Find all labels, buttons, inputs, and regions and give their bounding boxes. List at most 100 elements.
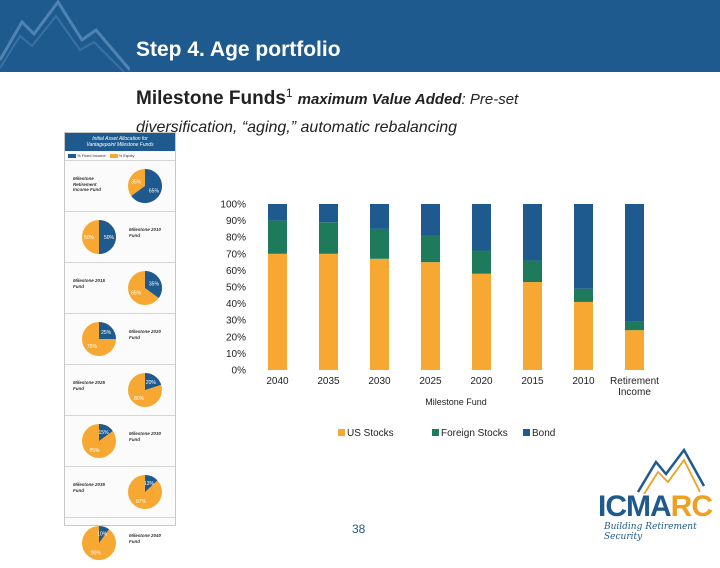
sidebar-legend: % Fixed Income % Equity bbox=[65, 151, 175, 160]
x-tick-label: Income bbox=[618, 387, 651, 398]
bar-segment bbox=[523, 204, 542, 261]
pie-slice-fixed bbox=[99, 526, 109, 543]
pie-label-fixed: 25% bbox=[101, 330, 112, 336]
bar-segment bbox=[421, 262, 440, 370]
bar-segment bbox=[370, 258, 389, 370]
pie-label-fixed: 10% bbox=[97, 531, 108, 537]
sidebar-fund-label: Milestone 2020 Fund bbox=[129, 329, 162, 340]
sidebar-fund-label: Milestone 2030 Fund bbox=[129, 431, 162, 442]
subtitle-funds: Milestone Funds bbox=[136, 88, 286, 109]
bar-segment bbox=[574, 204, 593, 289]
x-tick-label: 2015 bbox=[521, 376, 544, 387]
slide-title: Step 4. Age portfolio bbox=[136, 38, 341, 61]
legend-entry: Foreign Stocks bbox=[432, 428, 508, 439]
logo-mountain-icon bbox=[636, 447, 706, 494]
pie-label-fixed: 15% bbox=[99, 430, 110, 436]
sidebar-fund-item: 15% 85% Milestone 2030 Fund bbox=[65, 415, 175, 466]
x-tick-label: 2035 bbox=[317, 376, 340, 387]
x-tick-label: 2010 bbox=[572, 376, 595, 387]
pie-label-equity: 50% bbox=[84, 235, 95, 241]
pie-slice-fixed bbox=[131, 169, 162, 203]
legend-entry: Bond bbox=[523, 428, 555, 439]
sidebar-fund-item: 65% 35% Milestone Retirement Income Fund bbox=[65, 160, 175, 211]
pie-label-equity: 35% bbox=[131, 179, 142, 185]
sidebar-legend-fixed: % Fixed Income bbox=[68, 153, 106, 158]
bar-segment bbox=[523, 282, 542, 370]
allocation-pie: 10% 90% bbox=[82, 526, 116, 560]
legend-swatch bbox=[432, 429, 439, 436]
bar-segment bbox=[268, 204, 287, 221]
slide-header: Step 4. Age portfolio bbox=[0, 0, 720, 72]
sidebar-fund-label: Milestone 2035 Fund bbox=[73, 482, 106, 493]
bar-segment bbox=[268, 220, 287, 254]
y-tick-label: 80% bbox=[226, 233, 246, 244]
bar-segment bbox=[472, 273, 491, 370]
pie-slice-fixed bbox=[99, 322, 116, 339]
pie-slice-fixed bbox=[145, 373, 162, 390]
bar-segment bbox=[574, 301, 593, 370]
legend-label: Bond bbox=[532, 428, 555, 439]
bar-segment bbox=[574, 288, 593, 302]
sidebar-fund-item: 25% 75% Milestone 2020 Fund bbox=[65, 313, 175, 364]
y-tick-label: 20% bbox=[226, 332, 246, 343]
sidebar-title-line1: Initial Asset Allocation for bbox=[92, 136, 148, 142]
slide-subtitle: Milestone Funds1 maximum Value Added: Pr… bbox=[136, 80, 696, 141]
mountain-icon bbox=[0, 0, 130, 72]
pie-label-fixed: 20% bbox=[146, 380, 157, 386]
y-tick-label: 0% bbox=[232, 366, 247, 377]
x-axis-title: Milestone Fund bbox=[425, 397, 487, 407]
allocation-pie: 15% 85% bbox=[82, 424, 116, 458]
allocation-chart: 0% 10% 20% 30% 40% 50% 60% 70% 80% 90% 100% 2040 203… bbox=[220, 200, 659, 440]
x-tick-label: 2030 bbox=[368, 376, 391, 387]
y-tick-label: 90% bbox=[226, 216, 246, 227]
pie-slice-fixed bbox=[145, 271, 162, 298]
y-tick-label: 50% bbox=[226, 283, 246, 294]
bar-segment bbox=[472, 204, 491, 251]
allocation-sidebar: Initial Asset Allocation for Vantagepoin… bbox=[64, 132, 176, 560]
pie-label-fixed: 35% bbox=[149, 281, 160, 287]
allocation-pie: 50% 50% bbox=[82, 220, 116, 254]
y-tick-label: 100% bbox=[220, 200, 246, 211]
icmarc-logo: ICMARC Building Retirement Security bbox=[598, 446, 716, 542]
x-tick-label: 2040 bbox=[266, 376, 289, 387]
pie-label-equity: 80% bbox=[134, 396, 145, 402]
legend-entry: US Stocks bbox=[338, 428, 394, 439]
bar-segment bbox=[421, 235, 440, 263]
bar-segment bbox=[625, 321, 644, 331]
subtitle-rest: : Pre-set bbox=[461, 91, 519, 108]
sidebar-fund-label: Milestone Retirement Income Fund bbox=[73, 176, 101, 192]
sidebar-fund-label: Milestone 2010 Fund bbox=[129, 227, 162, 238]
bar-segment bbox=[319, 222, 338, 254]
bar-segment bbox=[319, 204, 338, 223]
pie-label-equity: 87% bbox=[136, 499, 147, 505]
x-tick-label: Retirement bbox=[610, 376, 659, 387]
logo-tagline: Building Retirement Security bbox=[604, 522, 697, 542]
bar-segment bbox=[370, 204, 389, 229]
pie-label-equity: 65% bbox=[131, 291, 142, 297]
x-tick-label: 2025 bbox=[419, 376, 442, 387]
subtitle-footnote: 1 bbox=[285, 86, 293, 100]
pie-label-equity: 75% bbox=[87, 344, 98, 350]
allocation-pie: 13% 87% bbox=[128, 475, 162, 509]
sidebar-fund-item: 35% 65% Milestone 2015 Fund bbox=[65, 262, 175, 313]
sidebar-title-line2: Vantagepoint Milestone Funds bbox=[86, 142, 154, 148]
bar-segment bbox=[268, 253, 287, 370]
legend-label: Foreign Stocks bbox=[441, 428, 508, 439]
page-number: 38 bbox=[352, 522, 366, 536]
pie-label-equity: 90% bbox=[91, 551, 102, 557]
pie-label-equity: 85% bbox=[89, 448, 100, 454]
bar-segment bbox=[625, 330, 644, 370]
sidebar-legend-equity: % Equity bbox=[109, 153, 134, 158]
sidebar-fund-item: 10% 90% Milestone 2040 Fund bbox=[65, 517, 175, 568]
bar-segment bbox=[319, 253, 338, 370]
logo-text: ICMARC bbox=[598, 490, 713, 523]
allocation-pie: 65% 35% bbox=[128, 169, 162, 203]
sidebar-fund-label: Milestone 2025 Fund bbox=[73, 380, 106, 391]
y-tick-label: 60% bbox=[226, 266, 246, 277]
pie-slice-fixed bbox=[145, 475, 158, 492]
bar-segment bbox=[472, 250, 491, 274]
bar-segment bbox=[523, 260, 542, 283]
bar-segment bbox=[625, 204, 644, 322]
bar-segment bbox=[421, 204, 440, 236]
pie-label-fixed: 65% bbox=[149, 189, 160, 195]
